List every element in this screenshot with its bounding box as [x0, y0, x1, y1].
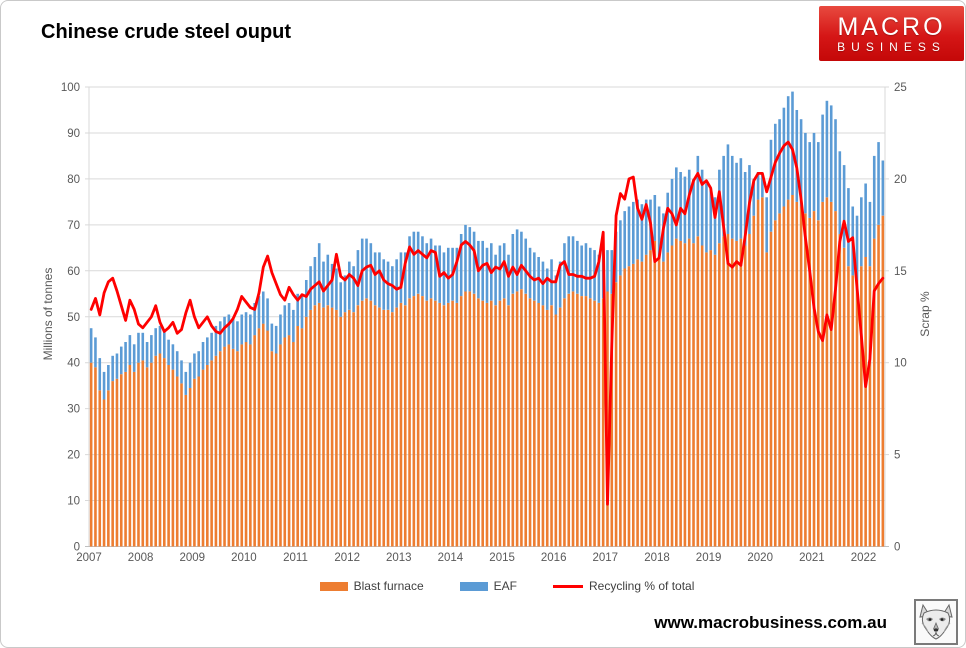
svg-text:2012: 2012 — [334, 552, 360, 564]
svg-text:80: 80 — [67, 174, 80, 186]
svg-text:0: 0 — [74, 542, 80, 554]
svg-text:10: 10 — [894, 358, 907, 370]
fox-drawing — [919, 603, 953, 640]
chart-legend: Blast furnace EAF Recycling % of total — [25, 579, 965, 593]
website-url: www.macrobusiness.com.au — [654, 613, 887, 632]
macrobusiness-logo: MACRO BUSINESS — [819, 6, 964, 61]
svg-text:90: 90 — [67, 128, 80, 140]
svg-text:5: 5 — [894, 450, 900, 462]
svg-text:2007: 2007 — [76, 552, 102, 564]
svg-text:2014: 2014 — [438, 552, 464, 564]
fox-logo-icon — [914, 599, 958, 645]
svg-text:2021: 2021 — [799, 552, 825, 564]
svg-text:2020: 2020 — [747, 552, 773, 564]
left-axis-title: Millions of tonnes — [41, 267, 55, 361]
svg-text:15: 15 — [894, 266, 907, 278]
svg-text:20: 20 — [894, 174, 907, 186]
svg-text:2013: 2013 — [386, 552, 412, 564]
legend-label: EAF — [493, 579, 517, 593]
svg-text:2019: 2019 — [696, 552, 722, 564]
legend-item-blast-furnace: Blast furnace — [319, 579, 424, 593]
legend-label: Blast furnace — [353, 579, 424, 593]
svg-text:2011: 2011 — [283, 552, 308, 564]
svg-text:10: 10 — [67, 496, 80, 508]
svg-text:50: 50 — [67, 312, 80, 324]
legend-item-eaf: EAF — [459, 579, 517, 593]
svg-text:70: 70 — [67, 220, 80, 232]
legend-label: Recycling % of total — [589, 579, 695, 593]
recycling-line-swatch-icon — [553, 584, 583, 588]
svg-text:25: 25 — [894, 82, 907, 94]
svg-text:0: 0 — [894, 542, 900, 554]
logo-text-macro: MACRO — [837, 12, 946, 41]
svg-text:2018: 2018 — [644, 552, 670, 564]
legend-item-recycling: Recycling % of total — [553, 579, 694, 593]
right-axis-title: Scrap % — [918, 291, 932, 337]
eaf-swatch-icon — [459, 581, 488, 591]
svg-text:2015: 2015 — [489, 552, 515, 564]
svg-text:20: 20 — [67, 450, 80, 462]
svg-text:2010: 2010 — [231, 552, 257, 564]
svg-text:2009: 2009 — [180, 552, 206, 564]
svg-text:40: 40 — [67, 358, 80, 370]
svg-text:2022: 2022 — [851, 552, 877, 564]
svg-text:30: 30 — [67, 404, 80, 416]
svg-text:60: 60 — [67, 266, 80, 278]
svg-text:2016: 2016 — [541, 552, 567, 564]
svg-text:2008: 2008 — [128, 552, 154, 564]
logo-text-business: BUSINESS — [837, 39, 946, 54]
svg-text:100: 100 — [61, 82, 80, 94]
svg-text:2017: 2017 — [593, 552, 619, 564]
page-title: Chinese crude steel ouput — [41, 21, 292, 43]
blast-furnace-swatch-icon — [319, 581, 348, 591]
